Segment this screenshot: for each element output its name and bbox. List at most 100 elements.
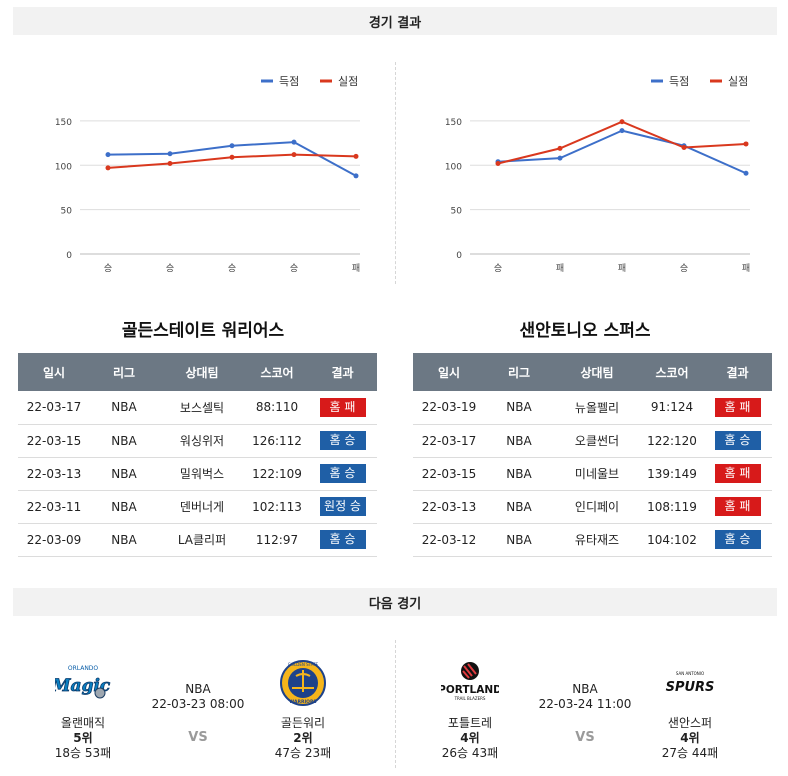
vs-label: VS	[188, 730, 208, 745]
series-line	[497, 129, 747, 175]
game-league: NBA	[185, 682, 211, 696]
table-row: 22-03-09 NBA LA클리퍼 112:97 홈 승	[18, 523, 377, 557]
cell-date: 22-03-12	[413, 523, 485, 557]
y-tick-label: 100	[445, 162, 462, 172]
table-row: 22-03-17 NBA 보스셀틱 88:110 홈 패	[18, 391, 377, 425]
table-row: 22-03-15 NBA 워싱위저 126:112 홈 승	[18, 424, 377, 458]
game-datetime: 22-03-23 08:00	[151, 697, 245, 711]
legend-label: 득점	[279, 75, 299, 88]
table-header-row: 일시 리그 상대팀 스코어 결과	[413, 353, 772, 391]
cell-score: 104:102	[641, 523, 703, 557]
data-point	[291, 152, 297, 158]
cell-league: NBA	[90, 424, 158, 458]
data-point	[105, 165, 111, 171]
team-name: 골든워리	[280, 716, 326, 730]
cell-league: NBA	[90, 523, 158, 557]
cell-date: 22-03-13	[413, 490, 485, 524]
header-date: 일시	[413, 353, 485, 391]
cell-league: NBA	[485, 424, 553, 458]
cell-score: 112:97	[246, 523, 308, 557]
header-opponent: 상대팀	[158, 353, 246, 391]
x-tick-label: 승	[228, 263, 236, 274]
header-league: 리그	[485, 353, 553, 391]
cell-result: 홈 패	[703, 490, 772, 524]
cell-opponent: 뉴올펠리	[553, 391, 641, 425]
cell-opponent: 밀워벅스	[158, 457, 246, 491]
cell-league: NBA	[90, 391, 158, 425]
cell-score: 122:120	[641, 424, 703, 458]
home-team[interactable]: ORLANDO Magic 올랜매직 5위 18승 53패	[33, 658, 133, 760]
left-results-table: 일시 리그 상대팀 스코어 결과 22-03-17 NBA 보스셀틱 88:110 홈 …	[18, 353, 377, 557]
table-row: 22-03-11 NBA 덴버너게 102:113 원정 승	[18, 490, 377, 524]
game-info: NBA 22-03-24 11:00	[530, 682, 640, 712]
cell-date: 22-03-09	[18, 523, 90, 557]
cell-league: NBA	[90, 457, 158, 491]
cell-result: 홈 승	[308, 457, 377, 491]
cell-opponent: 유타재즈	[553, 523, 641, 557]
y-tick-label: 0	[456, 251, 462, 261]
legend-label: 실점	[338, 75, 358, 88]
header-score: 스코어	[641, 353, 703, 391]
table-row: 22-03-13 NBA 밀워벅스 122:109 홈 승	[18, 457, 377, 491]
header-league: 리그	[90, 353, 158, 391]
cell-league: NBA	[485, 391, 553, 425]
cell-score: 88:110	[246, 391, 308, 425]
away-team[interactable]: GOLDEN STATE WARRIORS 골든워리 2위 47승 23패	[253, 658, 353, 760]
cell-result: 홈 승	[703, 523, 772, 557]
cell-opponent: 오클썬더	[553, 424, 641, 458]
team-name: 올랜매직	[60, 716, 106, 730]
header-opponent: 상대팀	[553, 353, 641, 391]
golden-state-warriors-logo-icon: GOLDEN STATE WARRIORS	[273, 658, 333, 708]
x-tick-label: 패	[618, 263, 626, 274]
svg-text:ORLANDO: ORLANDO	[68, 665, 99, 672]
home-team[interactable]: PORTLAND TRAIL BLAZERS 포틀트레 4위 26승 43패	[420, 658, 520, 760]
team-rank: 4위	[460, 731, 480, 745]
x-tick-label: 승	[680, 263, 688, 274]
cell-score: 122:109	[246, 457, 308, 491]
header-score: 스코어	[246, 353, 308, 391]
svg-text:TRAIL BLAZERS: TRAIL BLAZERS	[454, 696, 486, 701]
cell-result: 홈 승	[703, 424, 772, 458]
cell-date: 22-03-11	[18, 490, 90, 524]
cell-league: NBA	[90, 490, 158, 524]
x-tick-label: 패	[556, 263, 564, 274]
cell-date: 22-03-13	[18, 457, 90, 491]
cell-score: 91:124	[641, 391, 703, 425]
header-date: 일시	[18, 353, 90, 391]
results-section-title: 경기 결과	[13, 7, 777, 35]
data-point	[291, 139, 297, 145]
vs-label: VS	[575, 730, 595, 745]
cell-score: 102:113	[246, 490, 308, 524]
team-rank: 4위	[680, 731, 700, 745]
cell-opponent: 덴버너게	[158, 490, 246, 524]
section-divider	[395, 62, 396, 284]
data-point	[619, 119, 625, 125]
table-row: 22-03-13 NBA 인디페이 108:119 홈 패	[413, 490, 772, 524]
away-team[interactable]: SAN ANTONIO SPURS 샌안스퍼 4위 27승 44패	[640, 658, 740, 760]
result-badge: 홈 승	[714, 530, 761, 549]
svg-text:SPURS: SPURS	[666, 680, 715, 695]
next-game-card: PORTLAND TRAIL BLAZERS 포틀트레 4위 26승 43패 N…	[400, 650, 780, 770]
cell-opponent: 보스셀틱	[158, 391, 246, 425]
legend-label: 득점	[669, 75, 689, 88]
data-point	[495, 160, 501, 166]
x-tick-label: 패	[742, 263, 750, 274]
table-row: 22-03-19 NBA 뉴올펠리 91:124 홈 패	[413, 391, 772, 425]
cell-result: 홈 패	[703, 391, 772, 425]
data-point	[743, 170, 749, 176]
x-tick-label: 패	[352, 263, 360, 274]
team-record: 47승 23패	[274, 746, 332, 760]
team-name: 샌안스퍼	[667, 716, 713, 730]
left-team-score-chart: 득점 실점 0 50 100 150 승 승 승 승 패	[20, 62, 390, 284]
cell-opponent: 워싱위저	[158, 424, 246, 458]
cell-score: 139:149	[641, 457, 703, 491]
cell-date: 22-03-15	[413, 457, 485, 491]
chart-svg: 득점 실점 0 50 100 150 승 승 승 승 패	[55, 75, 360, 274]
data-point	[619, 128, 625, 134]
section-divider	[395, 640, 396, 768]
header-result: 결과	[703, 353, 772, 391]
data-point	[353, 173, 359, 179]
result-badge: 홈 패	[714, 464, 761, 483]
cell-score: 108:119	[641, 490, 703, 524]
next-game-card: ORLANDO Magic 올랜매직 5위 18승 53패 NBA 22-03-…	[13, 650, 393, 770]
